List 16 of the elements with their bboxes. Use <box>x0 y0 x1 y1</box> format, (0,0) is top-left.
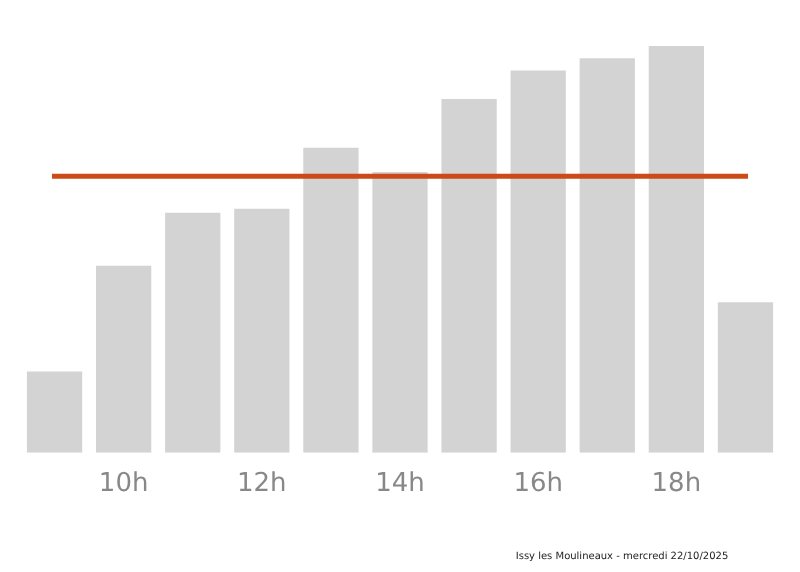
bar <box>579 58 635 453</box>
bar <box>234 208 290 453</box>
bar <box>96 265 152 453</box>
bar <box>303 147 359 453</box>
bar <box>26 371 83 453</box>
x-tick-label: 14h <box>375 469 425 500</box>
bar <box>648 46 704 453</box>
x-tick-label: 16h <box>513 469 563 500</box>
bar <box>717 302 774 453</box>
x-tick-label: 12h <box>237 469 287 500</box>
x-tick-label: 10h <box>98 469 149 500</box>
x-tick-label: 18h <box>651 469 702 500</box>
bar <box>372 172 428 453</box>
bar <box>510 70 566 453</box>
bar <box>441 98 497 453</box>
bar <box>165 212 221 453</box>
